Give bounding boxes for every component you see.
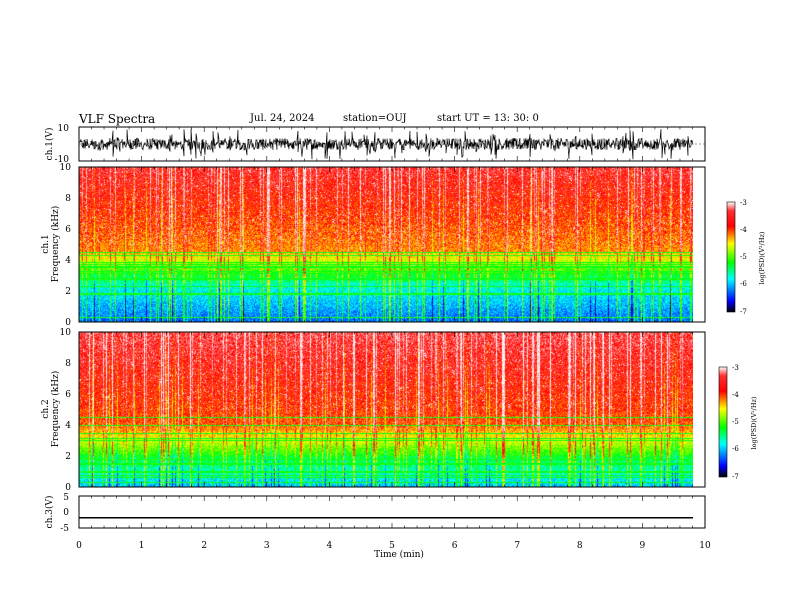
ch2-ytick-2: 2 bbox=[65, 452, 71, 462]
time-axis-ticklabels: 0 1 2 3 4 5 6 7 8 9 10 bbox=[76, 541, 711, 551]
ch2-ytick-0: 0 bbox=[65, 483, 71, 493]
ch1-ytick-top: 10 bbox=[58, 124, 70, 134]
station-label: station=OUJ bbox=[343, 113, 407, 124]
ch2-ytick-4: 4 bbox=[65, 421, 71, 431]
ch2-freq-ticklabels: 0 2 4 6 8 10 bbox=[60, 328, 72, 493]
ch1-colorbar-label: log(PSD)(V²/Hz) bbox=[758, 231, 766, 284]
ch2-freq-axis-label: Frequency (kHz) bbox=[50, 371, 61, 448]
ch1-ytick-bottom: -10 bbox=[55, 155, 70, 165]
time-tick-label: 1 bbox=[139, 541, 145, 551]
ch1-spectrogram-panel: 0 2 4 6 8 10 ch.1 Frequency (kHz) -3 -4 … bbox=[41, 163, 766, 328]
ch1-ytick-2: 2 bbox=[65, 287, 71, 297]
time-tick-label: 2 bbox=[201, 541, 207, 551]
time-tick-label: 4 bbox=[327, 541, 333, 551]
ch1-cb-tick-4: -6 bbox=[740, 280, 747, 288]
date-label: Jul. 24, 2024 bbox=[250, 113, 315, 124]
time-tick-label: 10 bbox=[699, 541, 711, 551]
time-axis-label: Time (min) bbox=[374, 549, 424, 560]
ch2-cb-tick-top: -3 bbox=[732, 364, 739, 372]
ch1-waveform-trace bbox=[78, 128, 694, 160]
ch1-cb-tick-2: -4 bbox=[740, 226, 747, 234]
ch2-cb-tick-3: -5 bbox=[732, 418, 739, 426]
ch3-ytick-mid: 0 bbox=[63, 508, 69, 518]
ch3-waveform-panel: 5 0 -5 ch.3(V) 0 1 2 3 4 5 6 7 8 9 10 Time (min) bbox=[44, 493, 711, 560]
ch1-ytick-6: 6 bbox=[65, 225, 71, 235]
ch2-cb-tick-bottom: -7 bbox=[732, 473, 739, 481]
ch1-channel-label: ch.1 bbox=[41, 234, 51, 253]
time-tick-label: 6 bbox=[452, 541, 458, 551]
ch2-spectrogram-panel: 0 2 4 6 8 10 ch.2 Frequency (kHz) -3 -4 … bbox=[41, 328, 758, 493]
ch1-freq-ticklabels: 0 2 4 6 8 10 bbox=[60, 163, 72, 328]
time-tick-label: 8 bbox=[577, 541, 583, 551]
ch3-ylabel: ch.3(V) bbox=[44, 496, 55, 529]
ch2-spectrogram-ticks bbox=[78, 332, 706, 487]
ch2-spectrogram-image bbox=[79, 332, 693, 487]
ch1-freq-axis-label: Frequency (kHz) bbox=[50, 206, 61, 283]
ch1-ytick-10: 10 bbox=[60, 163, 72, 173]
ch1-cb-tick-3: -5 bbox=[740, 253, 747, 261]
ch1-spectrogram-image bbox=[79, 167, 693, 322]
ch3-ytick-bottom: -5 bbox=[60, 524, 69, 534]
start-time-label: start UT = 13: 30: 0 bbox=[437, 113, 539, 124]
ch2-ytick-10: 10 bbox=[60, 328, 72, 338]
time-tick-label: 7 bbox=[514, 541, 520, 551]
ch1-colorbar bbox=[726, 201, 736, 313]
ch1-waveform-panel: 10 -10 ch.1(V) bbox=[44, 124, 706, 165]
time-tick-label: 3 bbox=[264, 541, 270, 551]
time-tick-label: 0 bbox=[76, 541, 82, 551]
spectrogram-raster bbox=[79, 332, 693, 487]
ch1-ytick-0: 0 bbox=[65, 318, 71, 328]
ch2-ytick-6: 6 bbox=[65, 390, 71, 400]
ch3-waveform-ticks bbox=[78, 496, 706, 528]
ch1-ylabel: ch.1(V) bbox=[44, 128, 55, 161]
ch1-cb-tick-bottom: -7 bbox=[740, 308, 747, 316]
spectrogram-raster bbox=[79, 167, 693, 322]
ch2-cb-tick-4: -6 bbox=[732, 445, 739, 453]
ch1-ytick-4: 4 bbox=[65, 256, 71, 266]
ch2-ytick-8: 8 bbox=[65, 359, 71, 369]
ch1-spectrogram-ticks bbox=[78, 167, 706, 322]
ch1-waveform-ticks bbox=[78, 127, 706, 161]
time-tick-label: 5 bbox=[389, 541, 395, 551]
ch2-channel-label: ch.2 bbox=[41, 399, 51, 418]
ch2-colorbar-label: log(PSD)(V²/Hz) bbox=[750, 396, 758, 449]
ch3-ytick-top: 5 bbox=[63, 493, 69, 503]
ch1-ytick-8: 8 bbox=[65, 194, 71, 204]
ch1-cb-tick-top: -3 bbox=[740, 199, 747, 207]
ch2-cb-tick-2: -4 bbox=[732, 391, 739, 399]
figure-title: VLF Spectra bbox=[79, 112, 156, 126]
ch2-colorbar bbox=[718, 366, 728, 478]
time-tick-label: 9 bbox=[640, 541, 646, 551]
